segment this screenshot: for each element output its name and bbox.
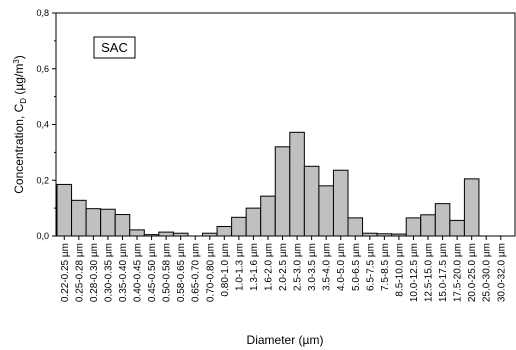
x-category-label: 0.40-0.45 µm: [133, 243, 144, 302]
y-axis-title-superscript: 3: [12, 59, 21, 64]
x-category-label: 2.5-3.0 µm: [293, 243, 304, 291]
x-category-label: 20.0-25.0 µm: [467, 243, 478, 302]
x-category-label: 15.0-17.5 µm: [438, 243, 449, 302]
bar-5: [129, 229, 145, 237]
x-axis: 0.22-0.25 µm 0.25-0.28 µm 0.28-0.30 µm 0.30…: [60, 236, 507, 302]
x-category-label: 0.45-0.50 µm: [147, 243, 158, 302]
legend-label: SAC: [101, 40, 128, 55]
x-category-label: 1.6-2.0 µm: [263, 243, 274, 291]
bar-15: [274, 146, 291, 237]
bar-16: [289, 131, 305, 237]
y-axis-title-unit-start: (µg/m: [12, 64, 26, 98]
x-category-label: 0.58-0.65 µm: [176, 243, 187, 302]
bar-28: [463, 178, 480, 237]
bar-25: [420, 214, 436, 237]
x-category-label: 0.30-0.35 µm: [103, 243, 114, 302]
bar-2: [85, 208, 102, 237]
x-category-label: 17.5-20.0 µm: [453, 243, 464, 302]
bar-27: [449, 219, 465, 237]
x-category-label: 25.0-30.0 µm: [482, 243, 493, 302]
legend-box: [93, 36, 136, 59]
x-category-label: 12.5-15.0 µm: [424, 243, 435, 302]
bar-26: [434, 203, 451, 237]
bar-20: [347, 217, 364, 237]
y-axis-title-subscript: D: [19, 98, 28, 104]
x-category-label: 0.25-0.28 µm: [74, 243, 85, 302]
x-category-label: 3.0-3.5 µm: [307, 243, 318, 291]
y-tick-label: 0,8: [36, 8, 49, 18]
bar-4: [114, 214, 131, 237]
x-category-label: 7.5-8.5 µm: [380, 243, 391, 291]
x-category-label: 1.0-1.3 µm: [234, 243, 245, 291]
x-category-label: 5.0-6.5 µm: [351, 243, 362, 291]
y-tick-label: 0,0: [36, 231, 49, 241]
x-category-label: 0.50-0.58 µm: [162, 243, 173, 302]
x-category-label: 0.65-0.70 µm: [191, 243, 202, 302]
bars-group: [56, 131, 480, 237]
bar-18: [318, 185, 334, 237]
x-category-label: 8.5-10.0 µm: [394, 243, 405, 297]
x-category-label: 30.0-32.0 µm: [496, 243, 507, 302]
bar-24: [405, 217, 422, 237]
bar-11: [216, 226, 233, 237]
x-category-label: 0.70-0.80 µm: [205, 243, 216, 302]
y-axis-title: Concentration, CD (µg/m3): [12, 55, 28, 194]
x-category-label: 4.0-5.0 µm: [336, 243, 347, 291]
y-tick-label: 0,2: [36, 175, 49, 185]
y-axis: 0,0 0,2 0,4 0,6 0,8: [36, 8, 56, 241]
x-axis-title: Diameter (µm): [247, 333, 324, 347]
bar-0: [56, 183, 73, 237]
y-axis-title-unit-end: ): [12, 55, 26, 59]
x-category-label: 0.80-1.0 µm: [220, 243, 231, 297]
x-category-label: 1.3-1.6 µm: [249, 243, 260, 291]
y-tick-label: 0,4: [36, 120, 49, 130]
x-category-label: 6.5-7.5 µm: [365, 243, 376, 291]
bar-14: [260, 195, 276, 237]
x-category-label: 0.35-0.40 µm: [118, 243, 129, 302]
bar-17: [303, 165, 320, 237]
y-axis-title-main: Concentration, C: [12, 103, 26, 193]
bar-1: [71, 199, 87, 237]
bar-13: [245, 207, 262, 237]
bar-12: [231, 216, 247, 237]
bar-7: [158, 231, 174, 237]
bar-19: [332, 169, 349, 237]
x-category-label: 10.0-12.5 µm: [409, 243, 420, 302]
x-category-label: 0.22-0.25 µm: [60, 243, 71, 302]
x-category-label: 3.5-4.0 µm: [322, 243, 333, 291]
x-category-label: 0.28-0.30 µm: [89, 243, 100, 302]
bar-3: [100, 208, 116, 237]
y-tick-label: 0,6: [36, 64, 49, 74]
x-category-label: 2.0-2.5 µm: [278, 243, 289, 291]
